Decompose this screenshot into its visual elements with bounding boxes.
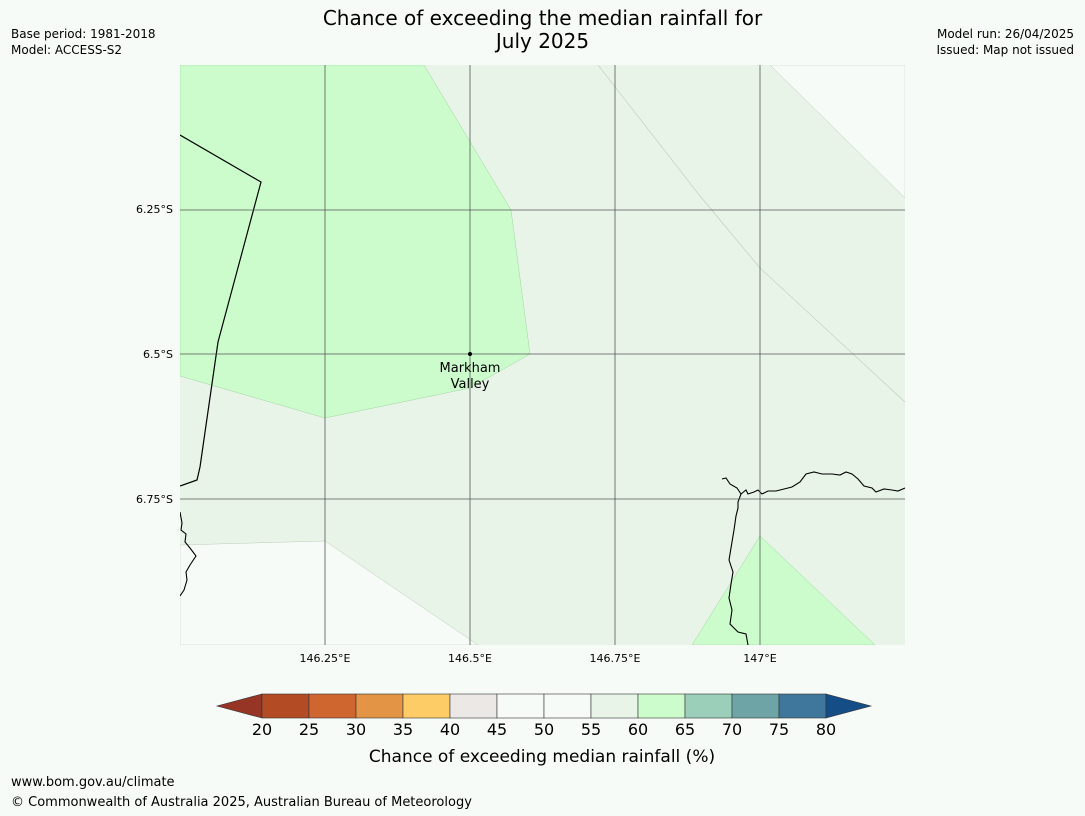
band-50-55-area: [180, 540, 479, 645]
footer-copyright: © Commonwealth of Australia 2025, Austra…: [11, 795, 472, 810]
colorbar-swatch: [590, 693, 639, 719]
colorbar-swatch: [684, 693, 733, 719]
colorbar-tick-label: 45: [487, 720, 507, 739]
colorbar-label: Chance of exceeding median rainfall (%): [369, 747, 715, 767]
colorbar-tick-label: 35: [393, 720, 413, 739]
meta-left: Base period: 1981-2018 Model: ACCESS-S2: [11, 26, 156, 58]
model-run-text: Model run: 26/04/2025: [936, 27, 1074, 41]
colorbar: [215, 693, 873, 719]
colorbar-ticks: 20 25 30 35 40 45 50 55 60 65 70 75 80: [252, 720, 836, 739]
colorbar-tick-label: 55: [581, 720, 601, 739]
colorbar-extend-high: [825, 693, 873, 719]
colorbar-tick-label: 65: [675, 720, 695, 739]
place-name-line2: Valley: [451, 377, 490, 392]
lon-label: 146.25°E: [300, 652, 351, 665]
colorbar-tick-label: 25: [299, 720, 319, 739]
colorbar-tick-label: 30: [346, 720, 366, 739]
river-coastline: [728, 493, 749, 645]
colorbar-swatch: [261, 693, 310, 719]
lat-label: 6.5°S: [143, 348, 173, 361]
issued-text: Issued: Map not issued: [936, 43, 1074, 57]
base-period-text: Base period: 1981-2018: [11, 27, 156, 41]
map-panel: [180, 65, 905, 645]
colorbar-tick-label: 60: [628, 720, 648, 739]
colorbar-swatch: [449, 693, 498, 719]
colorbar-swatch: [496, 693, 545, 719]
colorbar-swatch: [543, 693, 592, 719]
band-60-65-area: [180, 65, 531, 419]
coastline: [180, 134, 262, 487]
colorbar-tick-label: 50: [534, 720, 554, 739]
colorbar-swatch: [778, 693, 827, 719]
place-name-line1: Markham: [440, 361, 501, 376]
colorbar-tick-label: 75: [769, 720, 789, 739]
colorbar-swatch: [308, 693, 357, 719]
map-title: Chance of exceeding the median rainfall …: [322, 6, 763, 53]
colorbar-swatch: [355, 693, 404, 719]
lon-label: 147°E: [743, 652, 776, 665]
contour-line: [597, 65, 905, 403]
meta-right: Model run: 26/04/2025 Issued: Map not is…: [936, 26, 1074, 58]
footer-url: www.bom.gov.au/climate: [11, 775, 175, 790]
lat-label: 6.25°S: [136, 203, 173, 216]
colorbar-tick-label: 70: [722, 720, 742, 739]
place-marker: [468, 352, 472, 356]
coastline: [180, 511, 197, 597]
colorbar-tick-label: 20: [252, 720, 272, 739]
colorbar-extend-low: [215, 693, 263, 719]
colorbar-swatch: [637, 693, 686, 719]
colorbar-tick-label: 40: [440, 720, 460, 739]
colorbar-swatch: [402, 693, 451, 719]
band-60-65-area: [691, 535, 876, 645]
lon-label: 146.5°E: [448, 652, 492, 665]
colorbar-swatch: [731, 693, 780, 719]
coastline: [721, 471, 905, 495]
model-text: Model: ACCESS-S2: [11, 43, 123, 57]
colorbar-tick-label: 80: [816, 720, 836, 739]
lat-label: 6.75°S: [136, 493, 173, 506]
lon-label: 146.75°E: [590, 652, 641, 665]
band-50-55-area: [769, 65, 905, 199]
